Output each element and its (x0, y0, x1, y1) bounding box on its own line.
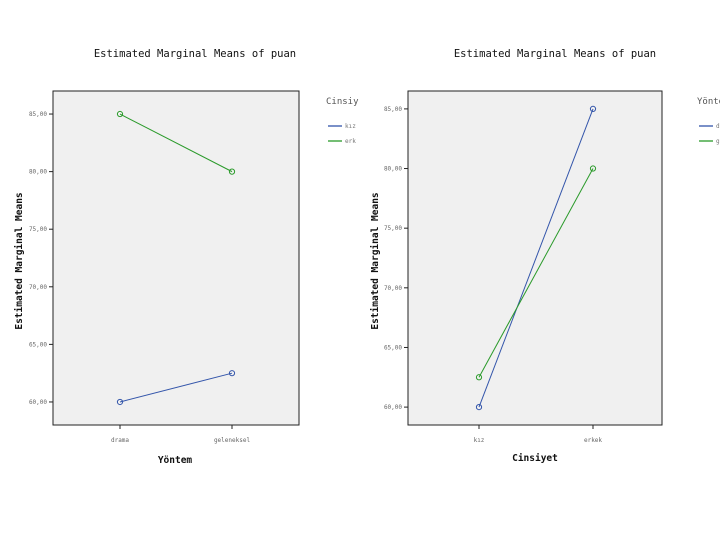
y-tick-label: 65,00 (29, 341, 47, 348)
y-tick-label: 70,00 (29, 284, 47, 291)
y-tick-label: 80,00 (29, 169, 47, 176)
legend-entry: geleneksel (716, 138, 720, 145)
y-tick-label: 80,00 (384, 166, 402, 173)
x-axis-label: Yöntem (158, 455, 193, 466)
chart-1: Estimated Marginal Means of puan 60,00 65,… (14, 48, 359, 466)
chart-title: Estimated Marginal Means of puan (454, 48, 656, 60)
series-line-2 (478, 168, 594, 378)
legend-title: Cinsiy (326, 97, 359, 107)
y-axis-label: Estimated Marginal Means (14, 192, 25, 329)
x-tick-label: geleneksel (214, 437, 251, 444)
plot-area (52, 90, 300, 426)
y-axis-label: Estimated Marginal Means (370, 192, 381, 329)
data-point (116, 110, 124, 118)
x-tick-label: erkek (584, 437, 602, 444)
y-tick-label: 75,00 (384, 225, 402, 232)
legend-entry: kız (345, 123, 356, 130)
y-tick-label: 60,00 (29, 399, 47, 406)
data-point (475, 404, 483, 411)
legend-title: Yönte (697, 97, 720, 107)
data-point (228, 168, 236, 175)
plot-area (407, 90, 663, 426)
data-point (589, 105, 597, 112)
data-point (475, 374, 483, 381)
legend-entry: drama (716, 123, 720, 130)
x-tick-label: kız (474, 437, 485, 444)
x-axis-label: Cinsiyet (512, 453, 558, 464)
data-point (228, 370, 236, 377)
chart-2: Estimated Marginal Means of puan 60,00 65,… (370, 48, 720, 464)
chart-title: Estimated Marginal Means of puan (94, 48, 296, 60)
y-tick-label: 85,00 (384, 106, 402, 113)
series-line-1 (119, 372, 233, 403)
y-tick-label: 60,00 (384, 404, 402, 411)
y-tick-label: 75,00 (29, 226, 47, 233)
series-line-2 (119, 113, 233, 173)
data-point (589, 165, 597, 172)
series-line-1 (478, 108, 594, 408)
y-tick-label: 85,00 (29, 111, 47, 118)
y-tick-label: 65,00 (384, 344, 402, 351)
data-point (116, 398, 124, 406)
legend-entry: erk (345, 138, 356, 145)
y-tick-label: 70,00 (384, 285, 402, 292)
x-tick-label: drama (111, 437, 129, 444)
